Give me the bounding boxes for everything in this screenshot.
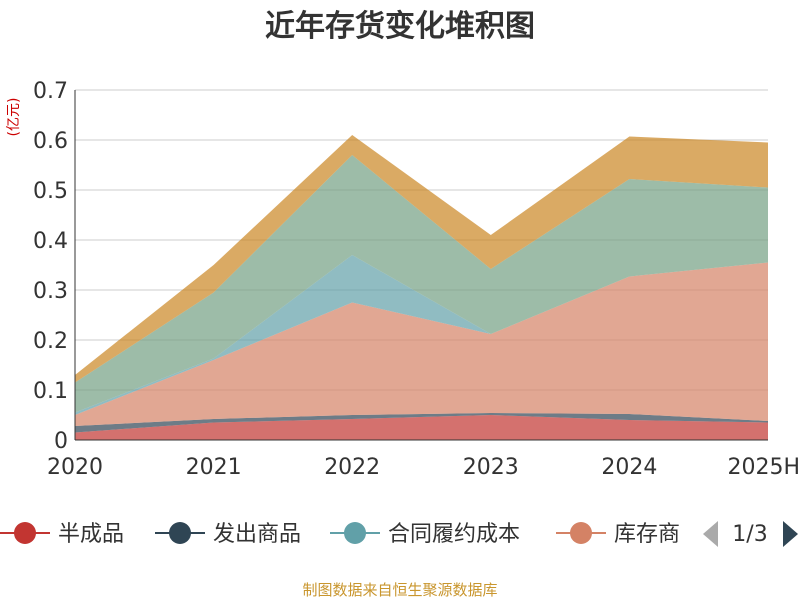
y-tick-label: 0.4: [33, 229, 68, 254]
legend-pager: 1/3: [703, 521, 798, 547]
area-series-0: [75, 415, 768, 440]
y-axis-unit: (亿元): [6, 98, 22, 137]
x-tick-label: 2020: [47, 455, 103, 480]
x-tick-label: 2021: [186, 455, 242, 480]
legend-swatch-marker: [14, 522, 36, 544]
legend-label: 合同履约成本: [388, 522, 520, 547]
y-tick-label: 0.5: [33, 179, 68, 204]
area-series: [75, 135, 768, 440]
legend-item[interactable]: 合同履约成本: [330, 522, 520, 547]
legend-label: 发出商品: [213, 522, 301, 547]
x-tick-label: 2024: [601, 455, 657, 480]
y-tick-label: 0: [54, 429, 68, 454]
legend-label: 库存商: [614, 522, 680, 547]
y-tick-label: 0.7: [33, 79, 68, 104]
legend: 半成品 发出商品 合同履约成本 库存商: [0, 522, 680, 547]
legend-prev-icon[interactable]: [703, 521, 718, 547]
y-tick-label: 0.1: [33, 379, 68, 404]
x-tick-label: 2022: [324, 455, 380, 480]
legend-item[interactable]: 半成品: [0, 522, 124, 547]
area-series-2: [75, 262, 768, 426]
axes: [74, 90, 768, 441]
data-source-note: 制图数据来自恒生聚源数据库: [302, 581, 497, 599]
legend-item[interactable]: 库存商: [556, 522, 680, 547]
area-series-1: [75, 413, 768, 433]
legend-next-icon[interactable]: [783, 521, 798, 547]
legend-swatch-marker: [344, 522, 366, 544]
y-tick-label: 0.3: [33, 279, 68, 304]
y-tick-label: 0.2: [33, 329, 68, 354]
y-tick-label: 0.6: [33, 129, 68, 154]
legend-page-indicator: 1/3: [732, 522, 767, 547]
x-tick-label: 2025H: [727, 455, 800, 480]
x-tick-label: 2023: [463, 455, 519, 480]
legend-swatch-marker: [169, 522, 191, 544]
area-series-4: [75, 155, 768, 413]
chart-title: 近年存货变化堆积图: [265, 9, 535, 44]
legend-item[interactable]: 发出商品: [155, 522, 301, 547]
y-tick-labels: 0 0.1 0.2 0.3 0.4 0.5 0.6 0.7: [33, 79, 68, 454]
legend-label: 半成品: [58, 522, 124, 547]
legend-swatch-marker: [570, 522, 592, 544]
area-series-5: [75, 135, 768, 383]
x-tick-labels: 2020 2021 2022 2023 2024 2025H: [47, 455, 800, 480]
